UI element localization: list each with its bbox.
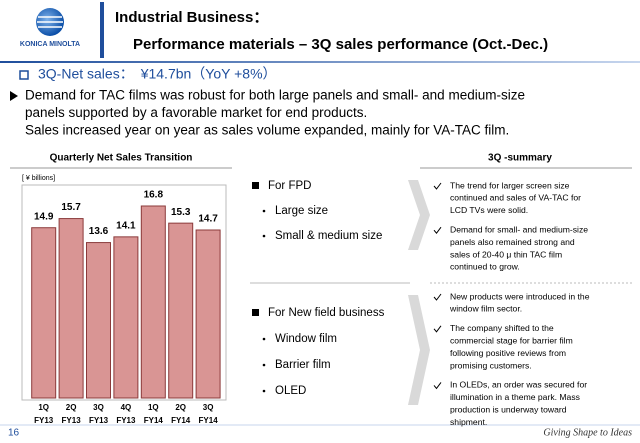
note-line: shipment. xyxy=(450,417,487,427)
bar xyxy=(140,205,166,399)
header-bar xyxy=(100,2,104,58)
value-label: 13.6 xyxy=(89,226,109,237)
heading-bullet xyxy=(252,182,259,189)
x-tick-label: 3Q xyxy=(93,403,104,412)
x-tick-year: FY14 xyxy=(171,416,191,425)
unit-label: [ ¥ billions] xyxy=(22,175,55,182)
note-line: In OLEDs, an order was secured for xyxy=(450,380,587,390)
note-line: promising customers. xyxy=(450,360,532,370)
note-line: continued and sales of VA-TAC for xyxy=(450,193,581,203)
note-line: The trend for larger screen size xyxy=(450,180,570,190)
note-line: sales of 20-40 μ thin TAC film xyxy=(450,249,562,259)
check-icon xyxy=(433,182,442,190)
item-dot xyxy=(262,337,266,341)
intro-line: Sales increased year on year as sales vo… xyxy=(25,123,509,138)
group-heading: For New field business xyxy=(268,307,385,319)
note-line: New products were introduced in the xyxy=(450,291,590,301)
item-dot xyxy=(262,389,266,393)
chart-title: Quarterly Net Sales Transition xyxy=(50,153,193,164)
x-tick-year: FY13 xyxy=(116,416,136,425)
group-item: Small & medium size xyxy=(275,230,382,242)
summary-title: 3Q -summary xyxy=(488,153,552,164)
item-dot xyxy=(262,234,266,238)
note-line: LCD TVs were solid. xyxy=(450,205,528,215)
x-tick-year: FY14 xyxy=(144,416,164,425)
note-line: The company shifted to the xyxy=(450,323,554,333)
chart-frame xyxy=(21,184,227,401)
x-tick-label: 2Q xyxy=(66,403,77,412)
group-heading: For FPD xyxy=(268,180,311,192)
note-line: panels also remained strong and xyxy=(450,237,575,247)
logo-stripes xyxy=(37,16,63,28)
group-item: Window film xyxy=(275,333,337,345)
logo-text: KONICA MINOLTA xyxy=(20,41,80,48)
title: Industrial Business： xyxy=(115,9,268,26)
page-number: 16 xyxy=(8,428,20,439)
note-line: Demand for small- and medium-size xyxy=(450,224,588,234)
title: Performance materials – 3Q sales perform… xyxy=(133,36,548,53)
bar xyxy=(58,218,84,399)
value-label: 15.7 xyxy=(61,202,81,213)
value-label: 15.3 xyxy=(171,207,191,218)
bar xyxy=(31,227,57,399)
check-icon xyxy=(433,226,442,235)
heading-bullet xyxy=(252,309,259,316)
group-item: OLED xyxy=(275,385,306,397)
group-item: Barrier film xyxy=(275,359,331,371)
bar xyxy=(195,229,221,399)
note-line: following positive reviews from xyxy=(450,348,566,358)
value-label: 16.8 xyxy=(144,190,164,201)
x-tick-label: 1Q xyxy=(38,403,49,412)
note-line: illumination in a theme park. Mass xyxy=(450,392,580,402)
headline-bullet xyxy=(19,70,29,80)
check-icon xyxy=(433,325,442,333)
intro-bullet xyxy=(10,91,18,101)
note-line: continued to grow. xyxy=(450,262,520,272)
x-tick-year: FY14 xyxy=(199,416,219,425)
value-label: 14.9 xyxy=(34,211,54,222)
headline: 3Q-Net sales： ¥14.7bn（YoY +8%） xyxy=(38,66,277,82)
x-tick-label: 3Q xyxy=(203,403,214,412)
item-dot xyxy=(262,363,266,367)
item-dot xyxy=(262,209,266,213)
value-label: 14.1 xyxy=(116,220,136,231)
tagline: Giving Shape to Ideas xyxy=(543,427,632,438)
group-item: Large size xyxy=(275,205,328,217)
header-rule xyxy=(0,61,640,63)
note-line: window film sector. xyxy=(449,304,522,314)
check-icon xyxy=(433,382,442,390)
intro-line: panels supported by a favorable market f… xyxy=(25,105,367,120)
chevron xyxy=(408,295,430,405)
x-tick-label: 2Q xyxy=(175,403,186,412)
intro-line: Demand for TAC films was robust for both… xyxy=(25,88,525,103)
bar xyxy=(168,222,194,399)
check-icon xyxy=(433,293,442,301)
note-line: commercial stage for barrier film xyxy=(450,335,573,345)
x-tick-year: FY13 xyxy=(62,416,82,425)
x-tick-label: 1Q xyxy=(148,403,159,412)
x-tick-year: FY13 xyxy=(34,416,54,425)
chevron xyxy=(408,180,430,250)
x-tick-label: 4Q xyxy=(121,403,132,412)
value-label: 14.7 xyxy=(198,214,218,225)
bar xyxy=(86,242,111,399)
note-line: production is underway toward xyxy=(450,404,567,414)
bar xyxy=(113,236,139,399)
x-tick-year: FY13 xyxy=(89,416,109,425)
